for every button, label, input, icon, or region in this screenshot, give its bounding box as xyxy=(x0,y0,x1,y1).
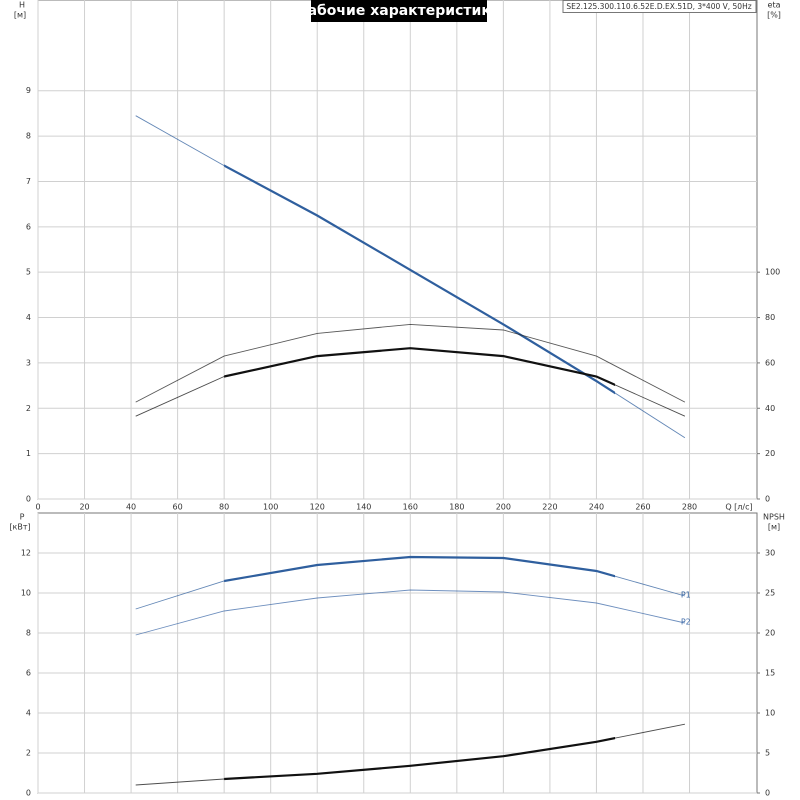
y-tick-label: 9 xyxy=(26,86,31,95)
x-tick-label: 120 xyxy=(310,503,325,512)
y-axis-label: P xyxy=(20,513,25,522)
y-axis-label: H xyxy=(19,1,25,10)
y-tick-label: 5 xyxy=(26,268,31,277)
y2-tick-label: 0 xyxy=(765,789,770,798)
y-tick-label: 8 xyxy=(26,132,31,141)
y2-tick-label: 0 xyxy=(765,495,770,504)
chart-title: Рабочие характеристики xyxy=(297,3,500,19)
curve-duty xyxy=(224,164,616,395)
y2-axis-label: eta xyxy=(768,1,781,10)
title-bg xyxy=(311,0,487,22)
y2-tick-label: 15 xyxy=(765,669,775,678)
curve-duty xyxy=(224,555,616,583)
y2-axis-unit: [%] xyxy=(767,11,781,20)
curve xyxy=(135,589,685,636)
series-label: P1 xyxy=(681,591,691,600)
x-tick-label: 240 xyxy=(589,503,604,512)
y-tick-label: 8 xyxy=(26,629,31,638)
series-label: P2 xyxy=(681,618,691,627)
chart-subtitle: SE2.125.300.110.6.52E.D.EX.51D, 3*400 V,… xyxy=(566,2,751,11)
y2-tick-label: 25 xyxy=(765,589,775,598)
y2-tick-label: 10 xyxy=(765,709,775,718)
y-tick-label: 2 xyxy=(26,749,31,758)
y-tick-label: 4 xyxy=(26,709,31,718)
subtitle-box xyxy=(562,0,757,13)
x-axis-label: Q [л/с] xyxy=(725,503,752,512)
x-tick-label: 200 xyxy=(496,503,511,512)
y-tick-label: 0 xyxy=(26,495,31,504)
y2-tick-label: 100 xyxy=(765,268,780,277)
y-tick-label: 10 xyxy=(21,589,31,598)
y-tick-label: 12 xyxy=(21,549,31,558)
x-tick-label: 60 xyxy=(173,503,183,512)
y2-tick-label: 20 xyxy=(765,629,775,638)
y2-axis-label: NPSH xyxy=(763,513,785,522)
y2-tick-label: 60 xyxy=(765,358,775,367)
y-tick-label: 4 xyxy=(26,313,31,322)
curve xyxy=(135,323,686,403)
curve-duty xyxy=(224,347,616,387)
x-tick-label: 20 xyxy=(79,503,89,512)
y2-tick-label: 30 xyxy=(765,549,775,558)
y-tick-label: 6 xyxy=(26,669,31,678)
x-tick-label: 260 xyxy=(635,503,650,512)
y-axis-unit: [м] xyxy=(14,11,26,20)
y2-axis-unit: [м] xyxy=(768,523,780,532)
y2-tick-label: 40 xyxy=(765,404,775,413)
x-tick-label: 100 xyxy=(263,503,278,512)
x-tick-label: 280 xyxy=(682,503,697,512)
plot-area xyxy=(37,512,758,794)
y-tick-label: 0 xyxy=(26,789,31,798)
plot-area xyxy=(37,0,758,500)
y-tick-label: 2 xyxy=(26,404,31,413)
y-tick-label: 3 xyxy=(26,358,31,367)
y-axis-unit: [кВт] xyxy=(9,523,30,532)
x-tick-label: 220 xyxy=(542,503,557,512)
y2-tick-label: 80 xyxy=(765,313,775,322)
x-tick-label: 80 xyxy=(219,503,229,512)
x-tick-label: 160 xyxy=(403,503,418,512)
x-tick-label: 0 xyxy=(35,503,40,512)
y-tick-label: 7 xyxy=(26,177,31,186)
x-tick-label: 180 xyxy=(449,503,464,512)
y-tick-label: 6 xyxy=(26,222,31,231)
y-tick-label: 1 xyxy=(26,449,31,458)
x-label-bg xyxy=(722,501,756,513)
x-tick-label: 140 xyxy=(356,503,371,512)
curve-duty xyxy=(224,736,616,781)
y2-tick-label: 5 xyxy=(765,749,770,758)
x-tick-label: 40 xyxy=(126,503,136,512)
y2-tick-label: 20 xyxy=(765,449,775,458)
